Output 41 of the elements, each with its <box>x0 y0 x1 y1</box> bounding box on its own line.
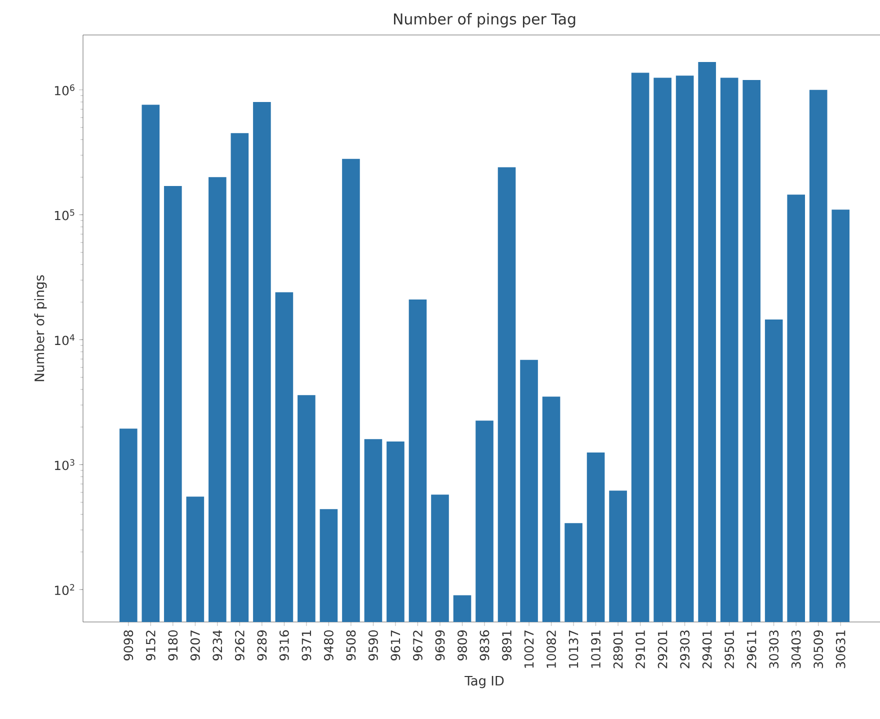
x-tick-label: 9508 <box>346 630 356 660</box>
x-tick-label: 29101 <box>636 630 646 668</box>
x-tick-label: 9152 <box>146 630 156 660</box>
chart-title: Number of pings per Tag <box>394 13 576 28</box>
x-tick-label: 28901 <box>613 630 623 668</box>
x-tick-label: 9289 <box>257 630 267 660</box>
x-tick-label: 9672 <box>413 630 422 660</box>
x-axis-title: Tag ID <box>464 676 504 688</box>
x-tick-label: 9617 <box>390 630 400 660</box>
x-tick-label: 9234 <box>212 630 222 660</box>
y-axis-title: Number of pings <box>34 275 47 382</box>
x-tick-label: 29401 <box>702 630 712 668</box>
x-tick-label: 9180 <box>168 630 178 660</box>
x-tick-label: 9699 <box>435 630 445 660</box>
y-tick-label: 10$^{2}$ <box>54 584 74 596</box>
x-tick-label: 30303 <box>769 630 779 668</box>
x-tick-label: 9207 <box>190 630 200 660</box>
x-tick-label: 9262 <box>234 630 244 660</box>
x-tick-label: 30631 <box>836 630 846 668</box>
y-tick-label: 10$^{4}$ <box>54 334 75 346</box>
x-tick-label: 9891 <box>502 630 512 660</box>
x-tick-label: 29611 <box>746 630 756 668</box>
y-tick-label: 10$^{3}$ <box>54 459 74 470</box>
x-tick-label: 29201 <box>658 630 668 668</box>
x-tick-label: 10082 <box>546 630 556 668</box>
x-tick-label: 10191 <box>591 630 600 668</box>
x-tick-label: 10137 <box>568 630 578 668</box>
x-tick-label: 9836 <box>480 630 490 660</box>
x-tick-label: 9098 <box>124 630 134 660</box>
x-tick-label: 9480 <box>324 630 334 660</box>
x-tick-label: 29501 <box>724 630 734 668</box>
x-tick-label: 9809 <box>458 630 467 660</box>
x-tick-label: 30509 <box>814 630 824 668</box>
y-tick-label: 10$^{5}$ <box>54 209 74 220</box>
x-tick-label: 29303 <box>680 630 690 668</box>
x-tick-label: 30403 <box>791 630 801 668</box>
x-tick-label: 9316 <box>279 630 289 660</box>
y-tick-label: 10$^{6}$ <box>54 84 74 96</box>
x-tick-label: 9590 <box>368 630 378 660</box>
x-tick-label: 9371 <box>302 630 312 660</box>
x-tick-label: 10027 <box>524 630 534 668</box>
